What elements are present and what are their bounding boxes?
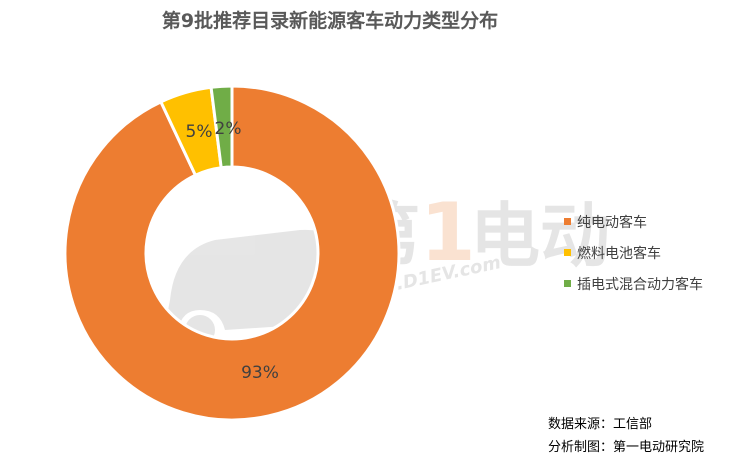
data-label-3: 2% bbox=[215, 119, 242, 139]
data-label-2: 5% bbox=[186, 122, 213, 142]
donut-slice-3 bbox=[209, 84, 234, 170]
donut-labels: 93% 5% 2% bbox=[186, 119, 279, 383]
legend-swatch bbox=[564, 218, 571, 225]
footer: 数据来源：工信部 分析制图：第一电动研究院 bbox=[548, 413, 704, 459]
chart-legend: 纯电动客车燃料电池客车插电式混合动力客车 bbox=[564, 206, 734, 299]
data-source: 数据来源：工信部 bbox=[548, 417, 653, 432]
legend-swatch bbox=[564, 280, 571, 287]
chart-author: 分析制图：第一电动研究院 bbox=[548, 440, 705, 455]
legend-item-2: 燃料电池客车 bbox=[564, 237, 734, 268]
chart-title: 第9批推荐目录新能源客车动力类型分布 bbox=[161, 10, 499, 32]
legend-label: 插电式混合动力客车 bbox=[577, 276, 703, 293]
legend-item-3: 插电式混合动力客车 bbox=[564, 268, 734, 299]
legend-item-1: 纯电动客车 bbox=[564, 206, 734, 237]
svg-text:电动: 电动 bbox=[470, 195, 610, 277]
svg-text:1: 1 bbox=[420, 186, 476, 279]
donut-slice-1 bbox=[63, 84, 401, 422]
legend-label: 纯电动客车 bbox=[577, 214, 647, 231]
legend-swatch bbox=[564, 249, 571, 256]
donut-slices bbox=[63, 84, 401, 422]
legend-label: 燃料电池客车 bbox=[577, 245, 661, 262]
data-label-1: 93% bbox=[241, 363, 279, 383]
